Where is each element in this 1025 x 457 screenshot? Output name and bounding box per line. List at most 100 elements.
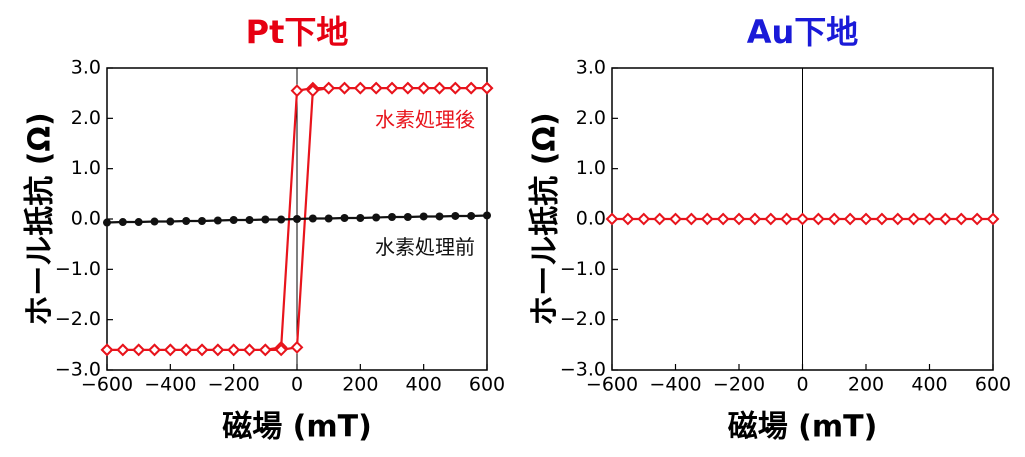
series-label: 水素処理後	[375, 108, 475, 132]
marker	[875, 212, 889, 226]
marker	[229, 216, 238, 225]
marker	[353, 81, 367, 95]
marker	[258, 343, 272, 357]
marker	[116, 343, 130, 357]
marker	[274, 343, 288, 357]
marker	[467, 211, 476, 220]
marker	[340, 213, 349, 222]
marker	[195, 343, 209, 357]
marker	[403, 212, 412, 221]
marker	[986, 212, 1000, 226]
marker	[435, 212, 444, 221]
marker	[134, 218, 143, 227]
y-tick-label: 0.0	[71, 208, 101, 230]
x-tick-label: 0	[796, 374, 808, 396]
x-tick-label: −600	[586, 374, 638, 396]
y-tick-label: −2.0	[560, 308, 606, 330]
marker	[166, 217, 175, 226]
marker	[293, 215, 301, 223]
marker	[653, 212, 667, 226]
y-tick-label: −1.0	[560, 258, 606, 280]
marker	[179, 343, 193, 357]
marker	[290, 84, 304, 98]
marker	[464, 81, 478, 95]
marker	[388, 212, 396, 221]
marker	[451, 211, 460, 220]
y-axis-label: ホール抵抗 (Ω)	[23, 112, 58, 325]
x-tick-label: 200	[848, 374, 884, 396]
y-tick-label: −3.0	[55, 359, 101, 381]
x-tick-label: 400	[406, 374, 442, 396]
y-tick-label: −1.0	[55, 258, 101, 280]
marker	[480, 81, 494, 95]
marker	[448, 81, 462, 95]
marker	[907, 212, 921, 226]
marker	[780, 212, 794, 226]
marker	[338, 81, 351, 95]
chart: Au下地 −3.0 −2.0 −1.0 0.0 1.0 2.0 3.0 −600 −400 −200…	[528, 13, 1012, 445]
x-tick-label: −200	[713, 374, 765, 396]
marker	[716, 212, 730, 226]
marker	[684, 212, 698, 226]
y-tick-label: 3.0	[71, 57, 101, 79]
marker	[290, 340, 304, 354]
x-tick-label: −400	[649, 374, 701, 396]
chart: Pt下地 −3.0 −2.0 −1.0 0.0 1.0 2.0 3.0 −600 −400 −200…	[23, 13, 506, 445]
x-tick-label: 600	[975, 374, 1011, 396]
marker	[764, 212, 778, 226]
marker	[308, 214, 317, 223]
chart-title: Pt下地	[246, 13, 349, 51]
marker	[306, 84, 320, 98]
y-tick-label: 2.0	[576, 107, 606, 129]
marker	[621, 212, 635, 226]
marker	[103, 218, 111, 227]
y-tick-label: 2.0	[71, 107, 101, 129]
x-tick-label: −600	[81, 374, 133, 396]
y-tick-label: 1.0	[576, 157, 606, 179]
marker	[182, 217, 191, 226]
marker	[150, 217, 159, 226]
y-tick-label: 0.0	[576, 208, 606, 230]
marker	[132, 343, 146, 357]
marker	[419, 212, 428, 221]
marker	[213, 216, 222, 225]
marker	[811, 212, 825, 226]
x-axis-label: 磁場 (mT)	[728, 410, 878, 445]
marker	[891, 212, 905, 226]
y-tick-label: −2.0	[55, 308, 101, 330]
marker	[417, 81, 431, 95]
marker	[243, 343, 256, 357]
marker	[938, 212, 952, 226]
x-tick-label: −200	[208, 374, 260, 396]
marker	[637, 212, 651, 226]
marker	[433, 81, 446, 95]
x-axis-label: 磁場 (mT)	[222, 410, 372, 445]
marker	[732, 212, 746, 226]
x-tick-label: −400	[144, 374, 196, 396]
marker	[245, 216, 254, 225]
y-axis-label: ホール抵抗 (Ω)	[528, 112, 563, 325]
marker	[100, 343, 114, 357]
marker	[261, 215, 270, 224]
marker	[483, 211, 491, 220]
marker	[796, 212, 809, 226]
marker	[148, 343, 161, 357]
y-tick-label: 1.0	[71, 157, 101, 179]
y-tick-label: −3.0	[560, 359, 606, 381]
marker	[211, 343, 225, 357]
marker	[324, 214, 333, 223]
x-tick-label: 400	[911, 374, 947, 396]
marker	[372, 213, 381, 222]
marker	[369, 81, 383, 95]
marker	[118, 218, 127, 227]
marker	[401, 81, 415, 95]
marker	[859, 212, 873, 226]
marker	[227, 343, 241, 357]
marker	[700, 212, 714, 226]
marker	[923, 212, 936, 226]
marker	[385, 81, 399, 95]
marker	[970, 212, 984, 226]
x-tick-label: 0	[291, 374, 303, 396]
